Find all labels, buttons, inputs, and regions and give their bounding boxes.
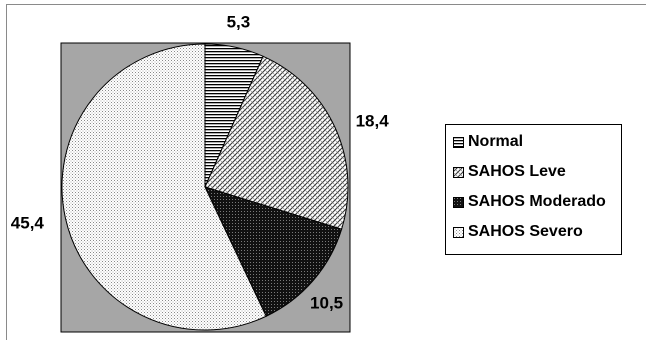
pie-slice-sahos-moderado — [204, 186, 343, 317]
legend-item-sahos-moderado: SAHOS Moderado — [453, 191, 606, 213]
legend-label: Normal — [468, 133, 524, 150]
legend-swatch — [453, 166, 464, 178]
legend-item-sahos-leve: SAHOS Leve — [453, 161, 566, 183]
legend-label: SAHOS Moderado — [468, 193, 606, 210]
data-label-sahos-moderado: 10,5 — [310, 294, 343, 313]
legend-label: SAHOS Leve — [468, 163, 566, 180]
data-label-normal: 5,3 — [227, 13, 251, 32]
legend-label: SAHOS Severo — [468, 223, 583, 240]
pie-slice-sahos-severo — [61, 43, 267, 331]
chart-frame — [6, 4, 646, 340]
legend-swatch — [453, 196, 464, 208]
pie-slice-sahos-leve — [204, 55, 349, 230]
legend-item-normal: Normal — [453, 131, 523, 153]
legend-item-sahos-severo: SAHOS Severo — [453, 221, 583, 243]
legend-swatch — [453, 136, 464, 148]
data-label-sahos-severo: 45,4 — [11, 213, 45, 232]
legend: Normal SAHOS Leve SAHOS Moderado SAHOS Seve… — [445, 124, 622, 255]
data-label-sahos-leve: 18,4 — [356, 111, 390, 130]
legend-swatch — [453, 226, 464, 238]
